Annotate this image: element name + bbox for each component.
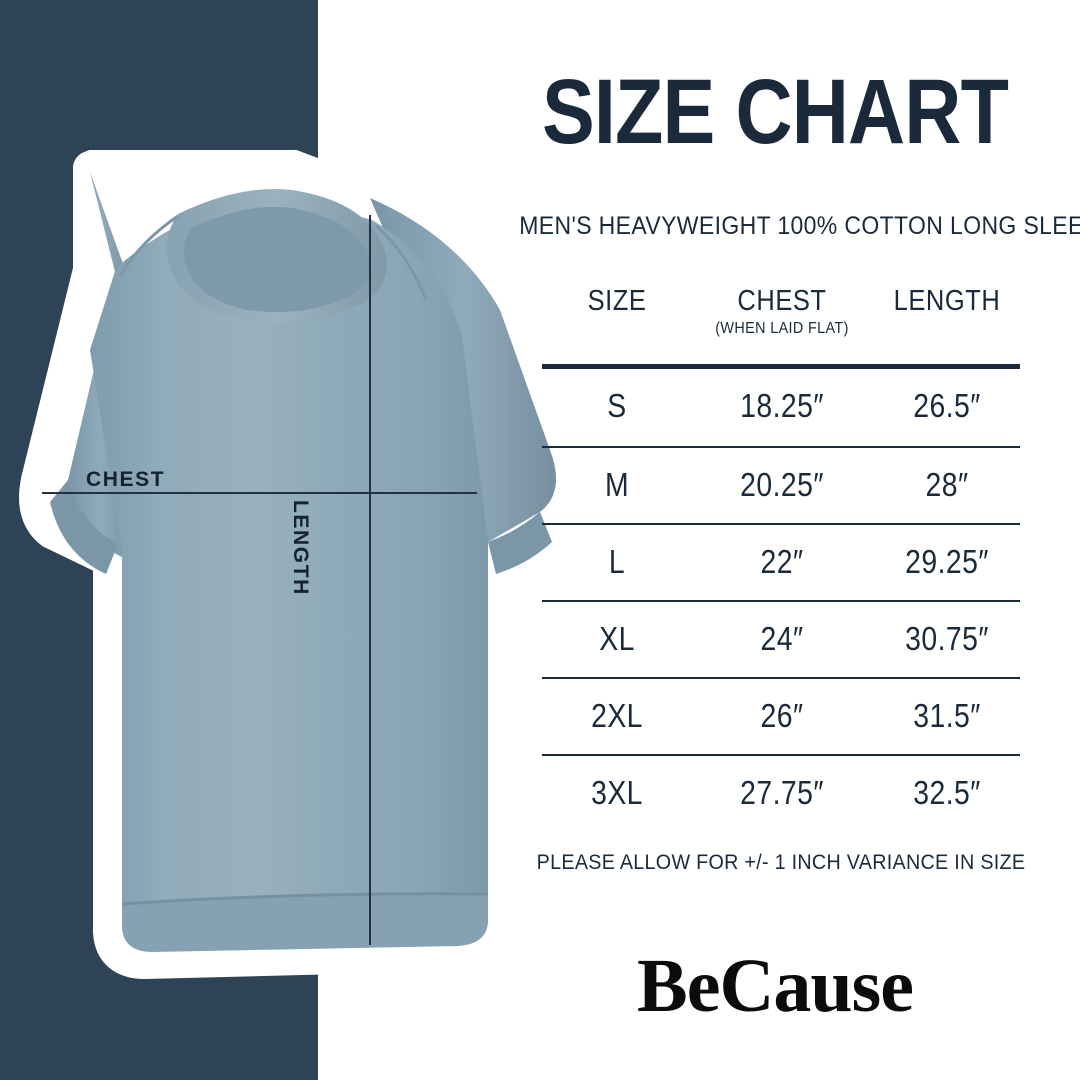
cell-size: S (607, 387, 627, 424)
table-row: S 18.25″ 26.5″ (542, 369, 1020, 446)
shirt-hem (122, 892, 488, 952)
shirt-left-shoulder-seam (118, 214, 179, 277)
cell-length: 26.5″ (913, 387, 981, 424)
table-row: 2XL 26″ 31.5″ (542, 677, 1020, 754)
column-header-length: LENGTH (893, 285, 1001, 317)
shirt-left-cuff (50, 480, 118, 574)
shirt-body (90, 192, 488, 950)
column-header-chest-note: (WHEN LAID FLAT) (715, 320, 849, 337)
cell-chest: 27.75″ (740, 774, 824, 811)
table-row: M 20.25″ 28″ (542, 446, 1020, 523)
cell-chest: 18.25″ (740, 387, 824, 424)
size-table: SIZE CHEST LENGTH (WHEN LAID FLAT) S 18.… (542, 286, 1020, 831)
cell-size: XL (599, 620, 635, 657)
shirt-illustration (19, 150, 580, 979)
cell-chest: 24″ (760, 620, 804, 657)
cell-length: 29.25″ (905, 543, 989, 580)
page-title: SIZE CHART (541, 61, 1009, 163)
cell-size: 3XL (591, 774, 643, 811)
cell-length: 30.75″ (905, 620, 989, 657)
size-chart-panel: SIZE CHART MEN'S HEAVYWEIGHT 100% COTTON… (470, 0, 1080, 1080)
table-header-rule (542, 364, 1020, 369)
shirt-right-shoulder-seam (375, 224, 428, 301)
brand-logo: BeCause (637, 944, 914, 1028)
cell-size: L (608, 543, 626, 580)
cell-size: M (604, 466, 630, 503)
cell-length: 31.5″ (913, 697, 981, 734)
shirt-hem-stitch (121, 892, 489, 906)
cell-length: 28″ (925, 466, 969, 503)
variance-note: PLEASE ALLOW FOR +/- 1 INCH VARIANCE IN … (536, 851, 1026, 874)
cell-chest: 26″ (760, 697, 804, 734)
shirt-neck-opening (184, 206, 371, 313)
cell-chest: 22″ (760, 543, 804, 580)
product-photo-shirt (0, 150, 580, 980)
column-header-size: SIZE (587, 285, 647, 317)
cell-chest: 20.25″ (740, 466, 824, 503)
page-subtitle: MEN'S HEAVYWEIGHT 100% COTTON LONG SLEEV… (519, 212, 1080, 240)
shirt-right-cuff (488, 512, 552, 574)
table-row: L 22″ 29.25″ (542, 523, 1020, 600)
cell-length: 32.5″ (913, 774, 981, 811)
table-row: 3XL 27.75″ 32.5″ (542, 754, 1020, 831)
table-row: XL 24″ 30.75″ (542, 600, 1020, 677)
column-header-chest: CHEST (737, 285, 827, 317)
table-header-row: SIZE CHEST LENGTH (WHEN LAID FLAT) (542, 286, 1020, 362)
cell-size: 2XL (591, 697, 643, 734)
